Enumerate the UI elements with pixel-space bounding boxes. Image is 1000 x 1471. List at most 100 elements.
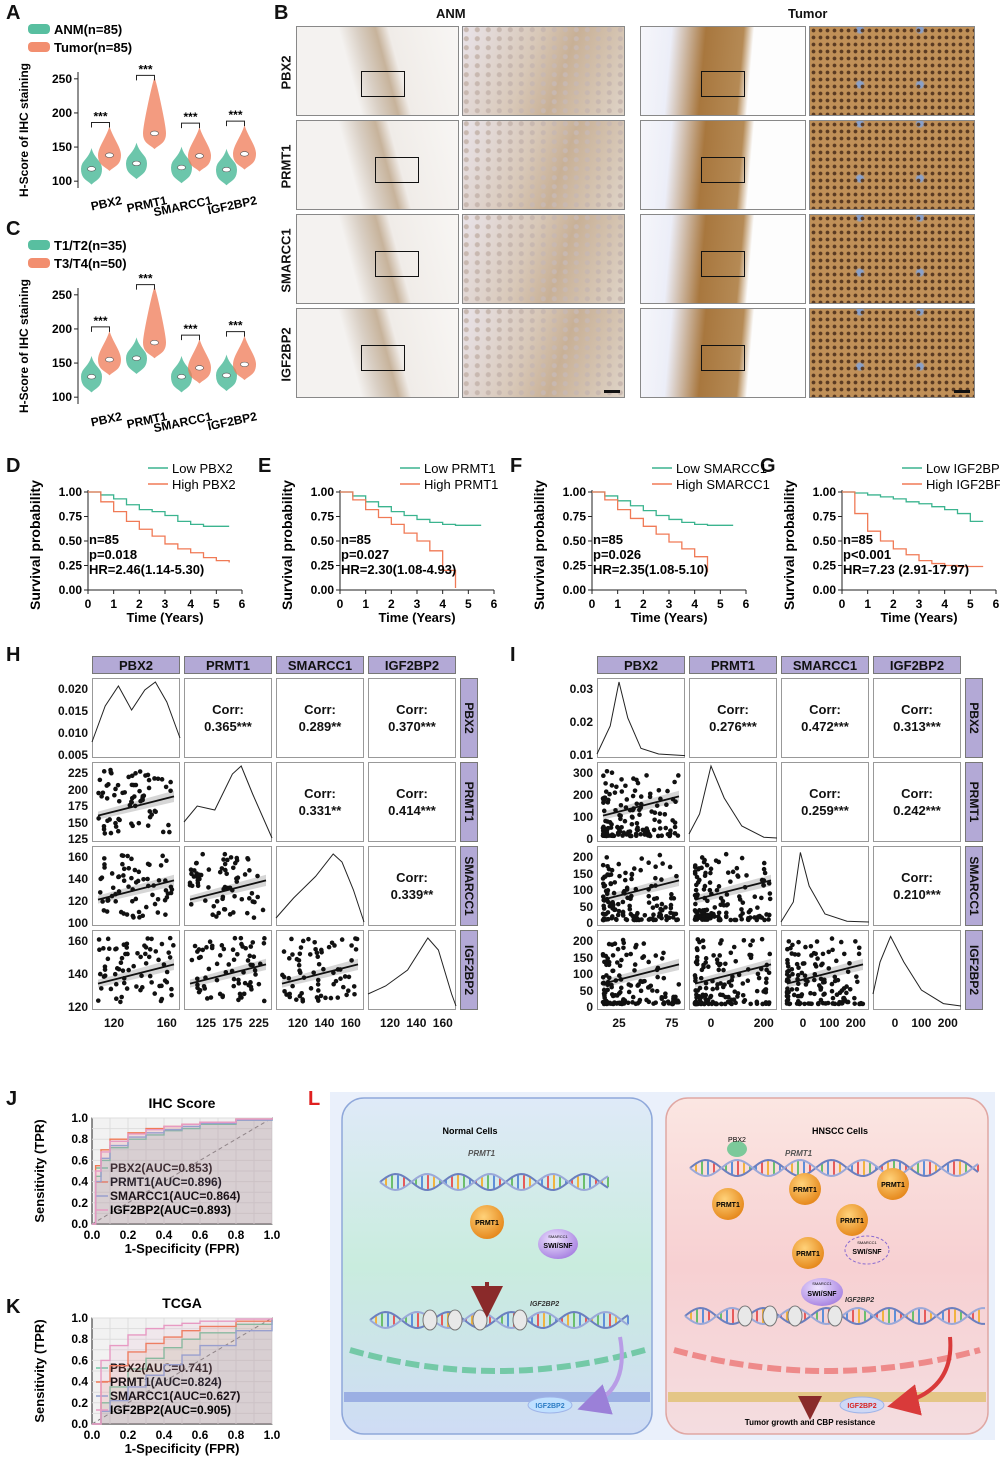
roc-fill xyxy=(92,1118,272,1224)
scatter-point xyxy=(147,947,153,952)
scatter-point xyxy=(126,865,132,871)
svg-text:PRMT1: PRMT1 xyxy=(840,1218,864,1225)
scatter-point xyxy=(646,893,652,899)
x-tick-label: 0.6 xyxy=(192,1228,209,1242)
ihc-row-label-prmt1: PRMT1 xyxy=(278,144,294,189)
scatter-point xyxy=(719,1001,724,1007)
ihc-image xyxy=(462,214,625,304)
median-marker xyxy=(240,151,249,157)
scatter-point xyxy=(785,946,790,952)
scatter-point xyxy=(668,828,673,833)
legend-label: High SMARCC1 xyxy=(676,477,770,492)
scatter-point xyxy=(830,995,836,1001)
x-tick-label: 0.4 xyxy=(156,1428,173,1442)
ihc-image xyxy=(640,308,806,398)
scatter-point xyxy=(797,993,802,999)
density-cell xyxy=(92,678,180,758)
scatter-point xyxy=(605,899,611,905)
scatter-point xyxy=(699,855,705,860)
y-tick-label: 0.75 xyxy=(59,510,83,524)
y-tick-label: 0.50 xyxy=(59,534,83,548)
scatter-point xyxy=(331,981,336,987)
median-marker xyxy=(132,355,141,361)
pair-header-smarcc1: SMARCC1 xyxy=(781,656,869,674)
scatter-point xyxy=(167,955,173,960)
scatter-point xyxy=(231,976,237,982)
scatter-point xyxy=(256,981,262,987)
scatter-point xyxy=(623,783,628,789)
svg-text:PRMT1: PRMT1 xyxy=(716,1202,740,1209)
igf2bp2-protein-normal: IGF2BP2 xyxy=(527,1396,573,1414)
scatter-point xyxy=(854,974,859,979)
scatter-point xyxy=(617,963,623,969)
scatter-point xyxy=(100,790,106,796)
legend-label: SMARCC1(AUC=0.627) xyxy=(110,1389,240,1403)
scatter-point xyxy=(792,952,798,957)
hnscc-cells-title: HNSCC Cells xyxy=(812,1126,868,1136)
pair-x-tick: 25 xyxy=(612,1016,626,1030)
scatter-point xyxy=(625,1000,631,1006)
pair-x-tick: 175 xyxy=(222,1016,243,1030)
scatter-point xyxy=(711,914,717,919)
y-tick-label: 0.4 xyxy=(71,1175,88,1189)
scatter-point xyxy=(245,958,251,963)
scatter-point xyxy=(856,951,862,957)
scatter-point xyxy=(296,962,302,968)
scatter-point xyxy=(668,895,674,901)
scatter-point xyxy=(764,976,769,982)
scatter-point xyxy=(858,1000,864,1006)
pair-header-prmt1: PRMT1 xyxy=(689,656,777,674)
scatter-point xyxy=(601,808,607,814)
scatter-point xyxy=(607,791,612,797)
scatter-point xyxy=(748,1001,753,1007)
scatter-point xyxy=(603,953,609,959)
x-tick-label: 1 xyxy=(864,597,871,611)
x-tick-label: 1.0 xyxy=(264,1428,281,1442)
x-tick-label: 1 xyxy=(614,597,621,611)
scatter-point xyxy=(614,960,620,965)
x-tick-label: PBX2 xyxy=(90,409,124,429)
scatter-point xyxy=(158,863,164,868)
scatter-point xyxy=(767,891,773,896)
survival-curve xyxy=(842,491,984,523)
ihc-row-label-pbx2: PBX2 xyxy=(278,55,294,90)
scatter-point xyxy=(237,991,243,997)
scatter-point xyxy=(630,793,636,799)
scatter-point xyxy=(159,941,165,947)
corr-cell xyxy=(276,762,364,842)
scatter-point xyxy=(164,858,169,864)
y-axis-label: Survival probability xyxy=(279,480,295,610)
pair-header-pbx2: PBX2 xyxy=(92,656,180,674)
scatter-point xyxy=(752,894,758,900)
scatter-point xyxy=(236,977,241,983)
scatter-point xyxy=(754,1001,760,1007)
scatter-point xyxy=(841,986,847,991)
scatter-point xyxy=(132,794,137,799)
scatter-point xyxy=(297,968,302,973)
scatter-point xyxy=(830,947,835,953)
scatter-point xyxy=(650,916,655,921)
scatter-point xyxy=(638,794,644,799)
scatter-point xyxy=(253,972,258,977)
scatter-point xyxy=(249,891,255,896)
scatter-point xyxy=(627,906,633,912)
median-marker xyxy=(177,374,186,380)
x-axis-label: Time (Years) xyxy=(880,610,957,625)
x-axis-label: 1-Specificity (FPR) xyxy=(125,1241,240,1256)
scatter-point xyxy=(631,776,636,781)
pair-header-smarcc1: SMARCC1 xyxy=(276,656,364,674)
scatter-point xyxy=(699,917,705,922)
scatter-point xyxy=(167,935,173,941)
scatter-point xyxy=(612,790,618,795)
scatter-point xyxy=(786,1001,792,1007)
scatter-point xyxy=(785,960,790,966)
scatter-point xyxy=(204,996,210,1001)
scatter-point xyxy=(143,904,149,910)
scatter-point xyxy=(675,917,681,922)
pair-y-tick: 0.020 xyxy=(57,682,88,696)
scatter-point xyxy=(728,879,733,884)
scatter-point xyxy=(161,962,167,967)
scatter-point xyxy=(152,808,158,814)
scatter-point xyxy=(750,938,755,943)
x-tick-label: 5 xyxy=(213,597,220,611)
